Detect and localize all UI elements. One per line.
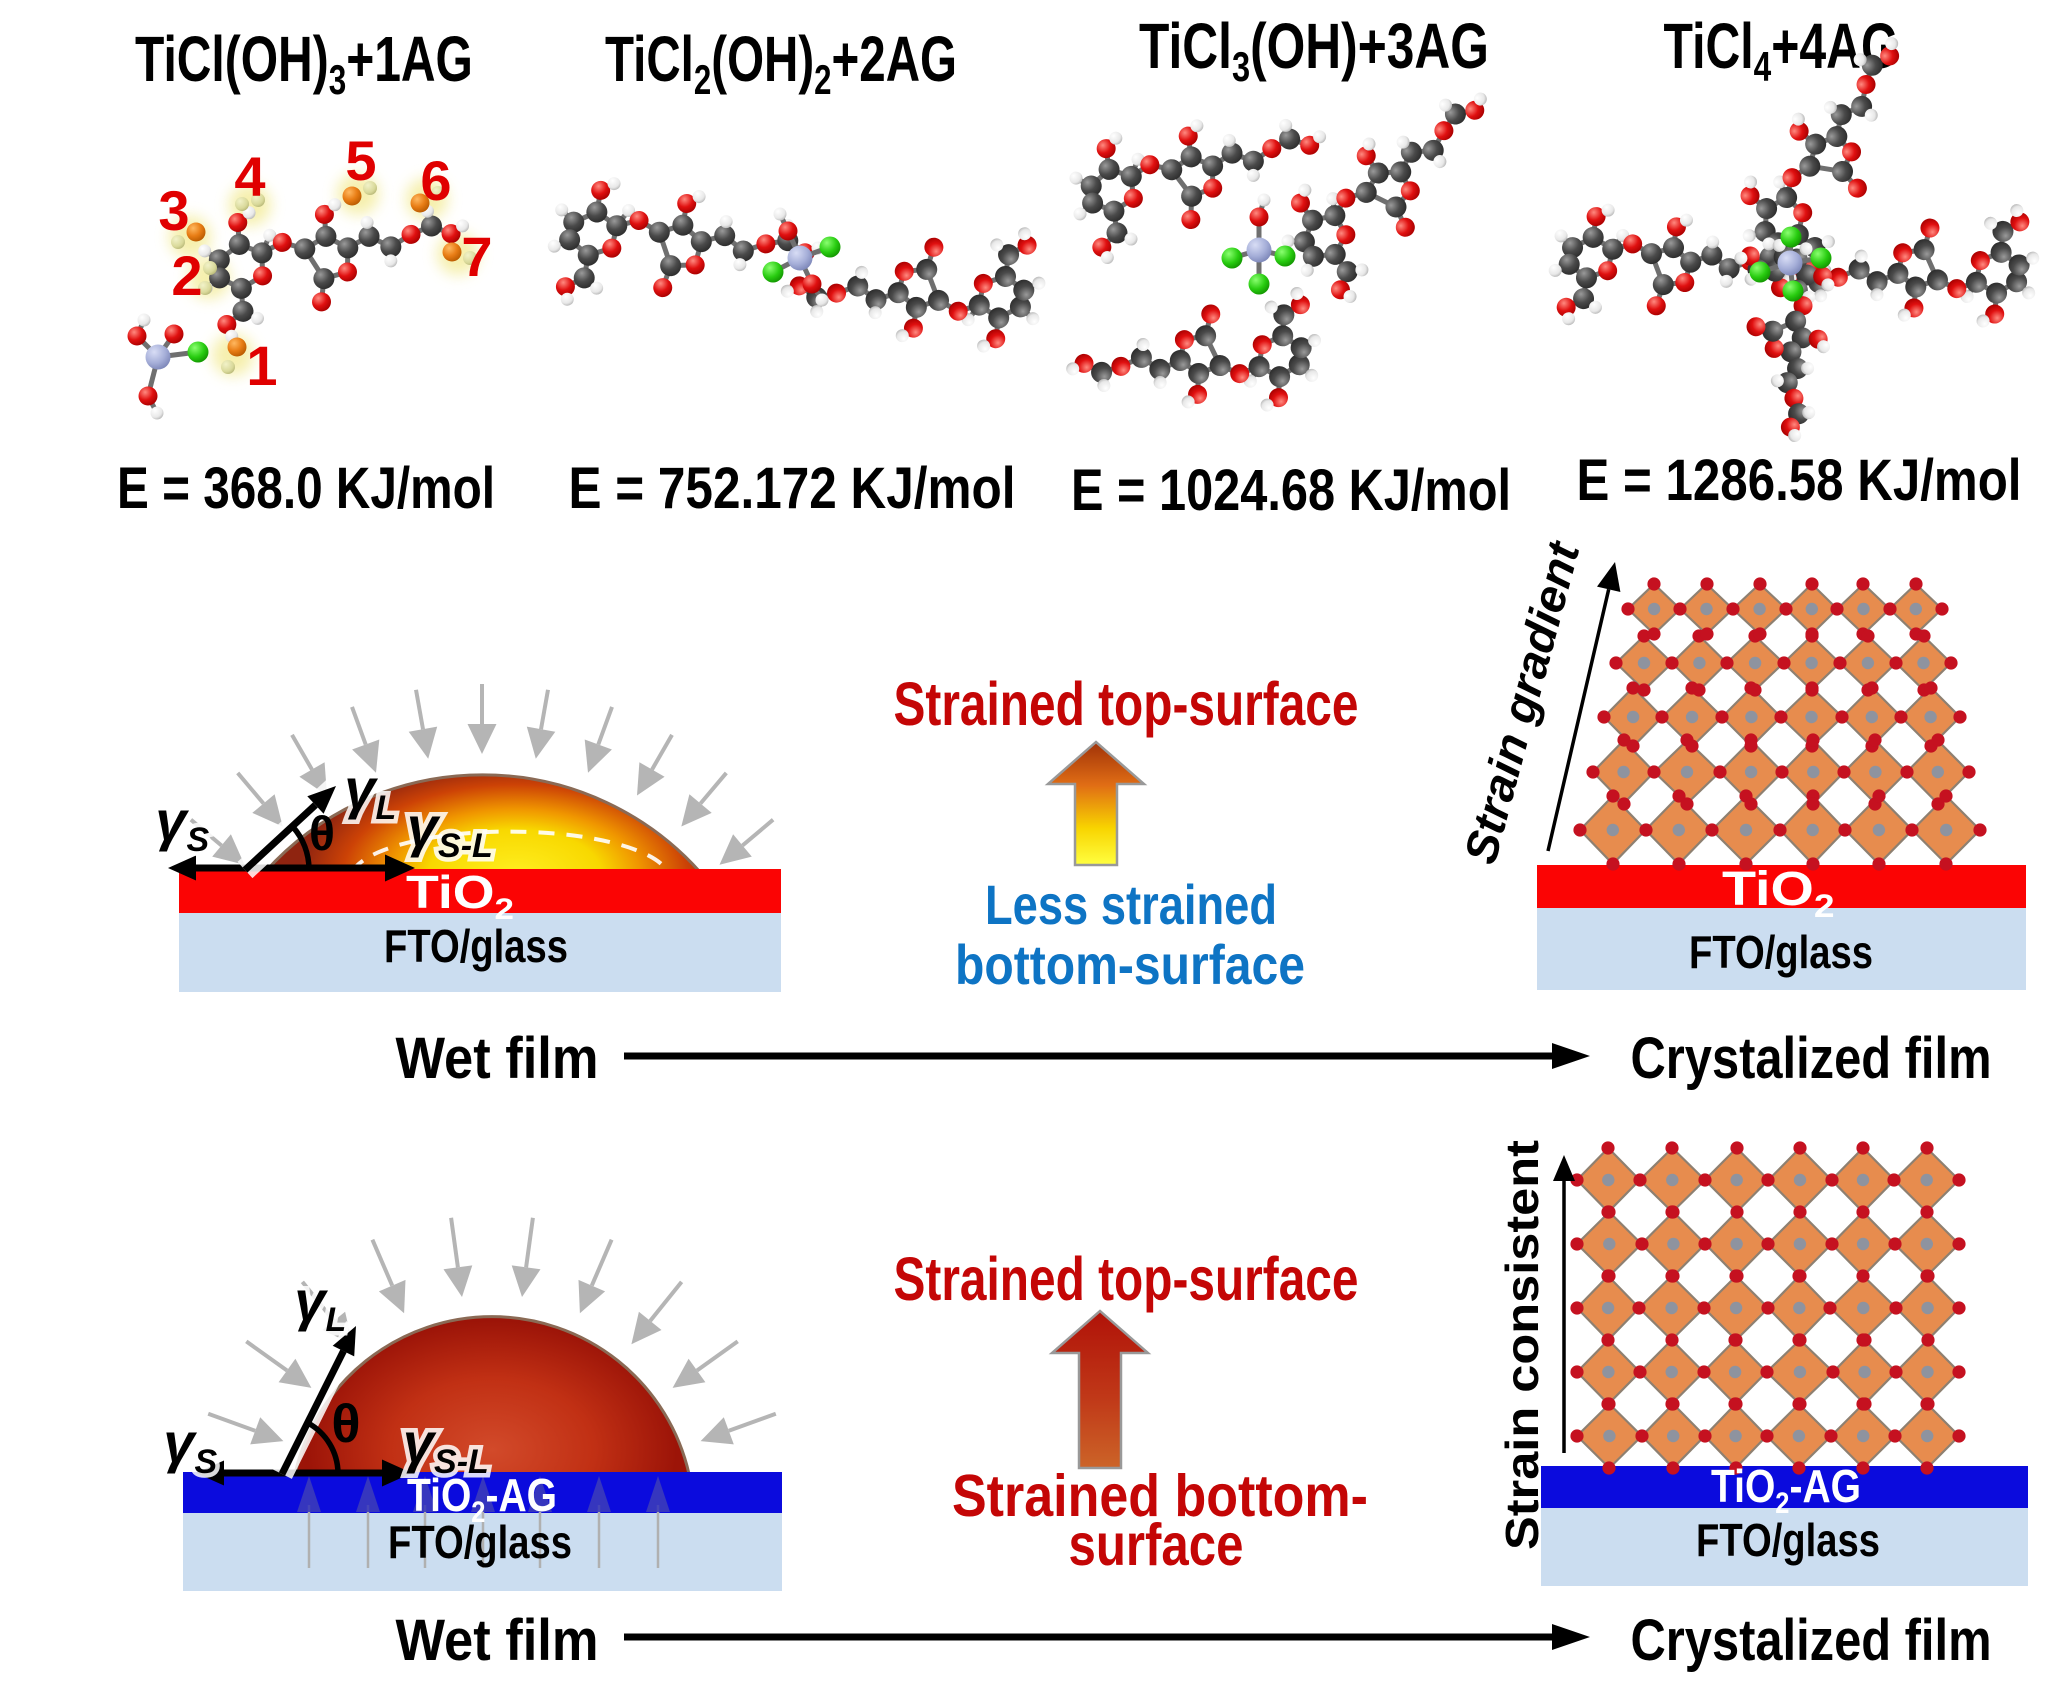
svg-text:TiO2-AG: TiO2-AG [1711,1461,1861,1519]
svg-text:γS-L: γS-L [403,1411,489,1481]
svg-text:Crystalized film: Crystalized film [1631,1026,1992,1091]
svg-text:TiCl2(OH)2+2AG: TiCl2(OH)2+2AG [605,23,957,103]
svg-text:TiCl3(OH)+3AG: TiCl3(OH)+3AG [1139,11,1489,90]
svg-text:θ: θ [309,808,335,861]
svg-text:4: 4 [234,145,265,208]
svg-text:bottom-surface: bottom-surface [955,933,1305,996]
svg-text:TiO2: TiO2 [1722,863,1835,925]
svg-text:2: 2 [171,244,202,307]
svg-text:Strain consistent: Strain consistent [1496,1140,1548,1550]
svg-text:TiCl(OH)3+1AG: TiCl(OH)3+1AG [135,23,473,103]
svg-text:FTO/glass: FTO/glass [384,920,568,972]
svg-text:Less strained: Less strained [985,873,1277,936]
svg-text:TiO2-AG: TiO2-AG [407,1470,557,1528]
svg-text:γL: γL [344,757,396,827]
svg-text:Crystalized film: Crystalized film [1631,1608,1992,1673]
svg-text:TiO2: TiO2 [406,867,514,926]
svg-text:1: 1 [246,334,277,397]
svg-text:FTO/glass: FTO/glass [1689,926,1873,978]
svg-text:γS: γS [155,789,209,859]
svg-text:γL: γL [294,1269,346,1339]
svg-text:7: 7 [461,225,492,288]
svg-text:Strained top-surface: Strained top-surface [894,1245,1359,1313]
svg-text:Strained top-surface: Strained top-surface [894,670,1359,738]
svg-text:E = 752.172 KJ/mol: E = 752.172 KJ/mol [569,456,1016,521]
svg-text:γS: γS [163,1411,217,1481]
svg-text:Wet film: Wet film [396,1026,599,1091]
svg-text:6: 6 [420,149,451,212]
svg-text:FTO/glass: FTO/glass [1696,1514,1880,1566]
svg-text:Strained bottom-: Strained bottom- [952,1463,1368,1529]
svg-text:surface: surface [1069,1512,1244,1578]
svg-text:Wet film: Wet film [396,1608,599,1673]
svg-text:γL: γL [344,757,396,827]
svg-text:γS-L: γS-L [407,795,493,865]
svg-text:γS-L: γS-L [407,795,493,865]
svg-text:3: 3 [158,179,189,242]
svg-text:γS-L: γS-L [403,1411,489,1481]
svg-text:E = 368.0 KJ/mol: E = 368.0 KJ/mol [117,456,495,521]
svg-text:θ: θ [331,1394,360,1454]
svg-text:E = 1286.58 KJ/mol: E = 1286.58 KJ/mol [1577,448,2022,513]
svg-text:5: 5 [345,129,376,192]
svg-text:γL: γL [294,1269,346,1339]
svg-text:FTO/glass: FTO/glass [388,1516,572,1568]
svg-text:TiCl4+4AG: TiCl4+4AG [1664,12,1899,91]
svg-text:E = 1024.68 KJ/mol: E = 1024.68 KJ/mol [1071,458,1511,523]
